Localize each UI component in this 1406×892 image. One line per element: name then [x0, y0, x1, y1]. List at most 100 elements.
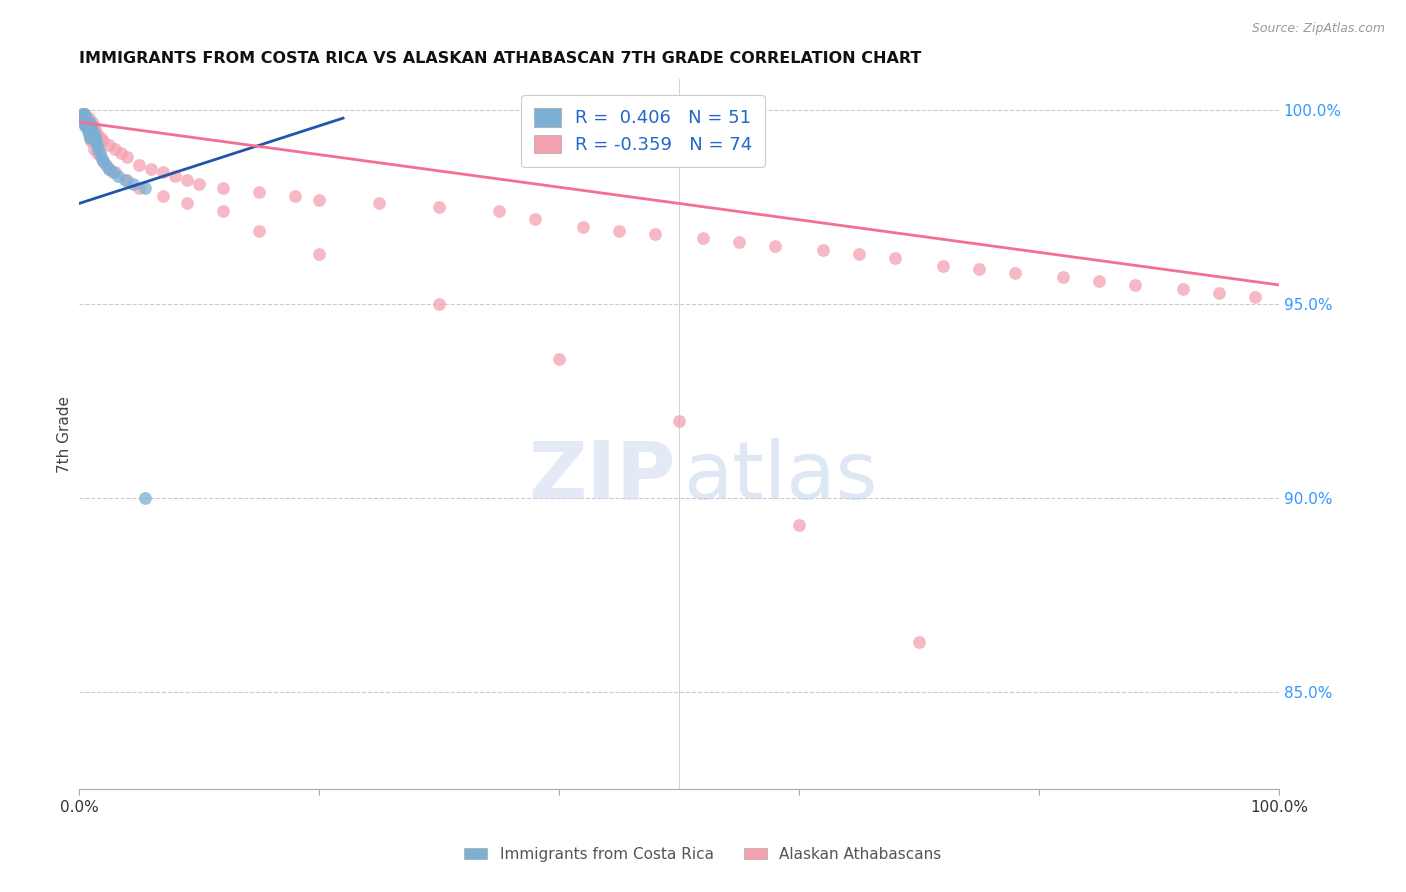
Text: atlas: atlas — [683, 438, 877, 516]
Point — [75, 115, 97, 129]
Point — [728, 235, 751, 250]
Point — [104, 165, 127, 179]
Point — [79, 115, 101, 129]
Point — [72, 107, 94, 121]
Point — [75, 107, 97, 121]
Legend: R =  0.406   N = 51, R = -0.359   N = 74: R = 0.406 N = 51, R = -0.359 N = 74 — [522, 95, 765, 167]
Point — [80, 119, 103, 133]
Point — [247, 224, 270, 238]
Point — [607, 224, 630, 238]
Point — [77, 127, 100, 141]
Point — [83, 142, 105, 156]
Point — [77, 127, 100, 141]
Point — [75, 115, 97, 129]
Point — [77, 119, 100, 133]
Point — [1004, 266, 1026, 280]
Point — [1123, 277, 1146, 292]
Point — [80, 122, 103, 136]
Point — [98, 138, 121, 153]
Point — [188, 177, 211, 191]
Point — [73, 107, 96, 121]
Point — [90, 130, 112, 145]
Point — [82, 127, 104, 141]
Point — [77, 122, 100, 136]
Point — [101, 165, 124, 179]
Point — [76, 122, 98, 136]
Point — [79, 122, 101, 136]
Point — [75, 115, 97, 129]
Point — [82, 122, 104, 136]
Point — [83, 127, 105, 141]
Point — [86, 127, 108, 141]
Point — [89, 146, 111, 161]
Point — [82, 115, 104, 129]
Point — [77, 111, 100, 125]
Point — [86, 146, 108, 161]
Point — [80, 127, 103, 141]
Point — [75, 119, 97, 133]
Point — [75, 119, 97, 133]
Point — [1088, 274, 1111, 288]
Point — [72, 107, 94, 121]
Point — [134, 181, 156, 195]
Point — [139, 161, 162, 176]
Point — [128, 158, 150, 172]
Point — [79, 119, 101, 133]
Point — [76, 115, 98, 129]
Point — [75, 119, 97, 133]
Point — [75, 111, 97, 125]
Legend: Immigrants from Costa Rica, Alaskan Athabascans: Immigrants from Costa Rica, Alaskan Atha… — [458, 841, 948, 868]
Point — [811, 243, 834, 257]
Point — [83, 122, 105, 136]
Point — [91, 135, 114, 149]
Point — [79, 130, 101, 145]
Text: Source: ZipAtlas.com: Source: ZipAtlas.com — [1251, 22, 1385, 36]
Point — [488, 204, 510, 219]
Point — [212, 181, 235, 195]
Point — [1171, 282, 1194, 296]
Point — [91, 153, 114, 168]
Point — [1244, 289, 1267, 303]
Point — [152, 165, 174, 179]
Point — [908, 634, 931, 648]
Point — [308, 193, 330, 207]
Point — [75, 111, 97, 125]
Point — [70, 107, 93, 121]
Point — [427, 297, 450, 311]
Point — [83, 119, 105, 133]
Point — [524, 211, 547, 226]
Point — [73, 111, 96, 125]
Point — [115, 150, 138, 164]
Point — [77, 115, 100, 129]
Point — [76, 119, 98, 133]
Point — [152, 188, 174, 202]
Point — [83, 130, 105, 145]
Point — [247, 185, 270, 199]
Point — [75, 115, 97, 129]
Point — [368, 196, 391, 211]
Point — [176, 196, 198, 211]
Point — [644, 227, 666, 242]
Point — [176, 173, 198, 187]
Point — [91, 153, 114, 168]
Point — [79, 130, 101, 145]
Point — [75, 115, 97, 129]
Point — [308, 247, 330, 261]
Point — [427, 200, 450, 214]
Point — [80, 135, 103, 149]
Point — [90, 150, 112, 164]
Point — [72, 115, 94, 129]
Point — [73, 111, 96, 125]
Point — [787, 518, 810, 533]
Text: IMMIGRANTS FROM COSTA RICA VS ALASKAN ATHABASCAN 7TH GRADE CORRELATION CHART: IMMIGRANTS FROM COSTA RICA VS ALASKAN AT… — [79, 51, 921, 66]
Point — [94, 158, 117, 172]
Point — [848, 247, 870, 261]
Point — [763, 239, 786, 253]
Point — [76, 122, 98, 136]
Point — [134, 491, 156, 506]
Point — [75, 111, 97, 125]
Y-axis label: 7th Grade: 7th Grade — [58, 396, 72, 473]
Point — [84, 135, 107, 149]
Point — [75, 119, 97, 133]
Point — [122, 177, 145, 191]
